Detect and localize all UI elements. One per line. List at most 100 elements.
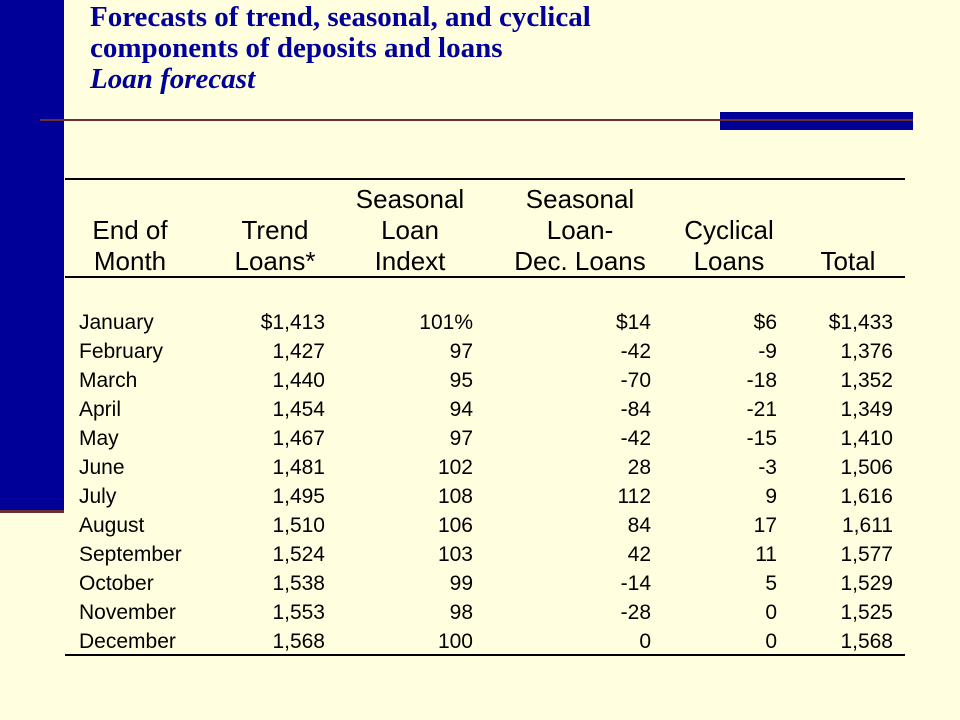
month-cell: June — [79, 456, 125, 479]
total-cell: 1,349 — [840, 398, 893, 421]
trend-loans-cell: 1,481 — [272, 456, 325, 479]
total-cell: 1,525 — [840, 601, 893, 624]
seasonal-dec-cell: 42 — [627, 543, 651, 566]
cyclical-loans-cell: 11 — [755, 543, 777, 566]
cyclical-loans-cell: 0 — [765, 630, 777, 653]
cyclical-loans-cell: 5 — [765, 572, 777, 595]
header-total: Total — [820, 246, 876, 276]
seasonal-index-cell: 98 — [449, 601, 473, 624]
seasonal-index-cell: 103 — [437, 543, 473, 566]
seasonal-dec-cell: -42 — [620, 340, 651, 363]
table-row: July 1,495 108 112 9 1,616 — [65, 482, 905, 511]
seasonal-dec-cell: 0 — [639, 630, 651, 653]
seasonal-dec-cell: -84 — [620, 398, 651, 421]
seasonal-index-cell: 95 — [449, 369, 473, 392]
title-accent-box-line — [720, 119, 913, 121]
cyclical-loans-cell: -21 — [746, 398, 777, 421]
header-cyclical-loans: Cyclical Loans — [684, 215, 774, 276]
seasonal-index-cell: 100 — [437, 630, 473, 653]
table-row: January $1,413 101% $14 $6 $1,433 — [65, 308, 905, 337]
table-row: December 1,568 100 0 0 1,568 — [65, 627, 905, 656]
cyclical-loans-cell: -18 — [746, 369, 777, 392]
seasonal-dec-cell: 112 — [617, 485, 651, 508]
month-cell: September — [79, 543, 182, 566]
header-bottom-rule — [65, 276, 905, 278]
seasonal-dec-cell: -70 — [620, 369, 651, 392]
header-seasonal-loan-index: Seasonal Loan Indext — [355, 184, 465, 276]
table-bottom-rule — [65, 654, 905, 656]
seasonal-index-cell: 108 — [437, 485, 473, 508]
cyclical-loans-cell: 17 — [753, 514, 777, 537]
cyclical-loans-cell: -9 — [758, 340, 777, 363]
trend-loans-cell: 1,538 — [272, 572, 325, 595]
table-row: June 1,481 102 28 -3 1,506 — [65, 453, 905, 482]
seasonal-index-cell: 102 — [437, 456, 473, 479]
total-cell: 1,611 — [842, 514, 893, 537]
trend-loans-cell: 1,510 — [272, 514, 325, 537]
month-cell: July — [79, 485, 117, 508]
header-end-of-month: End of Month — [92, 215, 168, 276]
total-cell: 1,506 — [840, 456, 893, 479]
table-row: February 1,427 97 -42 -9 1,376 — [65, 337, 905, 366]
title-accent-box — [720, 112, 913, 130]
title-line-1: Forecasts of trend, seasonal, and cyclic… — [90, 1, 591, 33]
header-seasonal-loan-dec-loans: Seasonal Loan- Dec. Loans — [514, 184, 646, 276]
seasonal-index-cell: 99 — [449, 572, 473, 595]
trend-loans-cell: 1,440 — [272, 369, 325, 392]
left-accent-bar-underline — [0, 510, 64, 513]
month-cell: December — [79, 630, 176, 653]
table-row: April 1,454 94 -84 -21 1,349 — [65, 395, 905, 424]
seasonal-dec-cell: $14 — [615, 311, 651, 334]
month-cell: February — [79, 340, 164, 363]
month-cell: January — [79, 311, 154, 334]
month-cell: August — [79, 514, 145, 537]
month-cell: November — [79, 601, 176, 624]
trend-loans-cell: 1,553 — [272, 601, 325, 624]
table-row: August 1,510 106 84 17 1,611 — [65, 511, 905, 540]
left-accent-bar — [0, 0, 64, 512]
total-cell: 1,352 — [840, 369, 893, 392]
trend-loans-cell: $1,413 — [260, 311, 325, 334]
seasonal-index-cell: 97 — [449, 340, 473, 363]
table-row: November 1,553 98 -28 0 1,525 — [65, 598, 905, 627]
seasonal-dec-cell: -28 — [620, 601, 651, 624]
trend-loans-cell: 1,568 — [272, 630, 325, 653]
month-cell: October — [79, 572, 154, 595]
total-cell: 1,577 — [840, 543, 893, 566]
seasonal-dec-cell: -42 — [620, 427, 651, 450]
total-cell: $1,433 — [828, 311, 893, 334]
trend-loans-cell: 1,454 — [272, 398, 325, 421]
cyclical-loans-cell: 0 — [765, 601, 777, 624]
month-cell: March — [79, 369, 138, 392]
trend-loans-cell: 1,427 — [272, 340, 325, 363]
seasonal-index-cell: 106 — [437, 514, 473, 537]
slide-subtitle: Loan forecast — [90, 63, 256, 95]
seasonal-dec-cell: 84 — [627, 514, 651, 537]
total-cell: 1,529 — [840, 572, 893, 595]
header-trend-loans: Trend Loans* — [234, 215, 316, 276]
slide-title: Forecasts of trend, seasonal, and cyclic… — [90, 2, 890, 95]
trend-loans-cell: 1,524 — [272, 543, 325, 566]
table-row: October 1,538 99 -14 5 1,529 — [65, 569, 905, 598]
table-row: May 1,467 97 -42 -15 1,410 — [65, 424, 905, 453]
total-cell: 1,568 — [840, 630, 893, 653]
title-divider — [40, 119, 730, 121]
cyclical-loans-cell: $6 — [753, 311, 777, 334]
seasonal-index-cell: 101% — [419, 311, 473, 334]
cyclical-loans-cell: -3 — [758, 456, 777, 479]
table-top-rule — [65, 178, 905, 180]
table-row: March 1,440 95 -70 -18 1,352 — [65, 366, 905, 395]
cyclical-loans-cell: 9 — [765, 485, 777, 508]
table-row: September 1,524 103 42 11 1,577 — [65, 540, 905, 569]
trend-loans-cell: 1,495 — [272, 485, 325, 508]
title-line-2: components of deposits and loans — [90, 32, 503, 64]
seasonal-index-cell: 94 — [449, 398, 473, 421]
seasonal-dec-cell: -14 — [620, 572, 651, 595]
month-cell: April — [79, 398, 122, 421]
total-cell: 1,376 — [840, 340, 893, 363]
cyclical-loans-cell: -15 — [746, 427, 777, 450]
seasonal-index-cell: 97 — [449, 427, 473, 450]
trend-loans-cell: 1,467 — [272, 427, 325, 450]
total-cell: 1,410 — [840, 427, 893, 450]
total-cell: 1,616 — [840, 485, 893, 508]
